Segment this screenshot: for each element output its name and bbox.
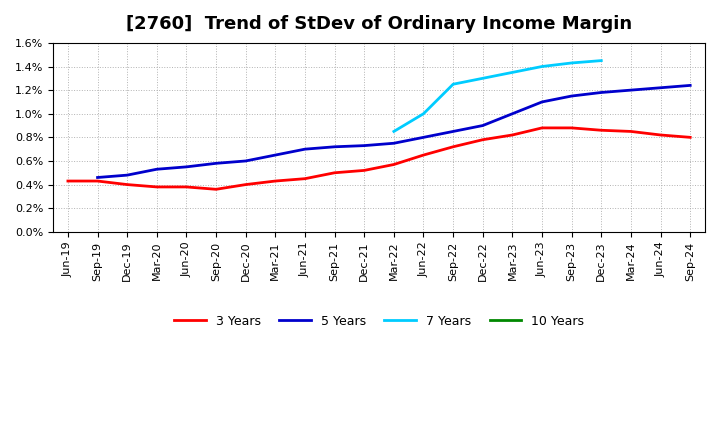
5 Years — [301, 147, 310, 152]
3 Years — [301, 176, 310, 181]
7 Years — [597, 58, 606, 63]
3 Years — [479, 137, 487, 143]
5 Years — [212, 161, 220, 166]
3 Years — [597, 128, 606, 133]
3 Years — [656, 132, 665, 138]
Line: 7 Years: 7 Years — [394, 61, 601, 132]
5 Years — [153, 167, 161, 172]
3 Years — [153, 184, 161, 190]
7 Years — [390, 129, 398, 134]
3 Years — [330, 170, 339, 176]
7 Years — [449, 81, 457, 87]
5 Years — [656, 85, 665, 90]
3 Years — [271, 178, 279, 183]
Line: 5 Years: 5 Years — [97, 85, 690, 177]
5 Years — [419, 135, 428, 140]
3 Years — [212, 187, 220, 192]
7 Years — [419, 111, 428, 116]
3 Years — [63, 178, 72, 183]
5 Years — [360, 143, 369, 148]
5 Years — [508, 111, 517, 116]
3 Years — [508, 132, 517, 138]
3 Years — [93, 178, 102, 183]
5 Years — [449, 129, 457, 134]
5 Years — [538, 99, 546, 105]
5 Years — [330, 144, 339, 150]
5 Years — [241, 158, 250, 164]
Title: [2760]  Trend of StDev of Ordinary Income Margin: [2760] Trend of StDev of Ordinary Income… — [126, 15, 632, 33]
5 Years — [626, 88, 635, 93]
5 Years — [479, 123, 487, 128]
Legend: 3 Years, 5 Years, 7 Years, 10 Years: 3 Years, 5 Years, 7 Years, 10 Years — [169, 310, 589, 333]
3 Years — [241, 182, 250, 187]
5 Years — [567, 93, 576, 99]
5 Years — [686, 83, 695, 88]
7 Years — [567, 60, 576, 66]
3 Years — [626, 129, 635, 134]
3 Years — [390, 162, 398, 167]
5 Years — [390, 141, 398, 146]
5 Years — [93, 175, 102, 180]
3 Years — [419, 152, 428, 158]
7 Years — [538, 64, 546, 69]
5 Years — [182, 164, 191, 169]
3 Years — [686, 135, 695, 140]
5 Years — [271, 152, 279, 158]
3 Years — [567, 125, 576, 131]
7 Years — [479, 76, 487, 81]
3 Years — [182, 184, 191, 190]
3 Years — [449, 144, 457, 150]
3 Years — [538, 125, 546, 131]
3 Years — [360, 168, 369, 173]
5 Years — [123, 172, 132, 178]
3 Years — [123, 182, 132, 187]
5 Years — [597, 90, 606, 95]
Line: 3 Years: 3 Years — [68, 128, 690, 189]
7 Years — [508, 70, 517, 75]
